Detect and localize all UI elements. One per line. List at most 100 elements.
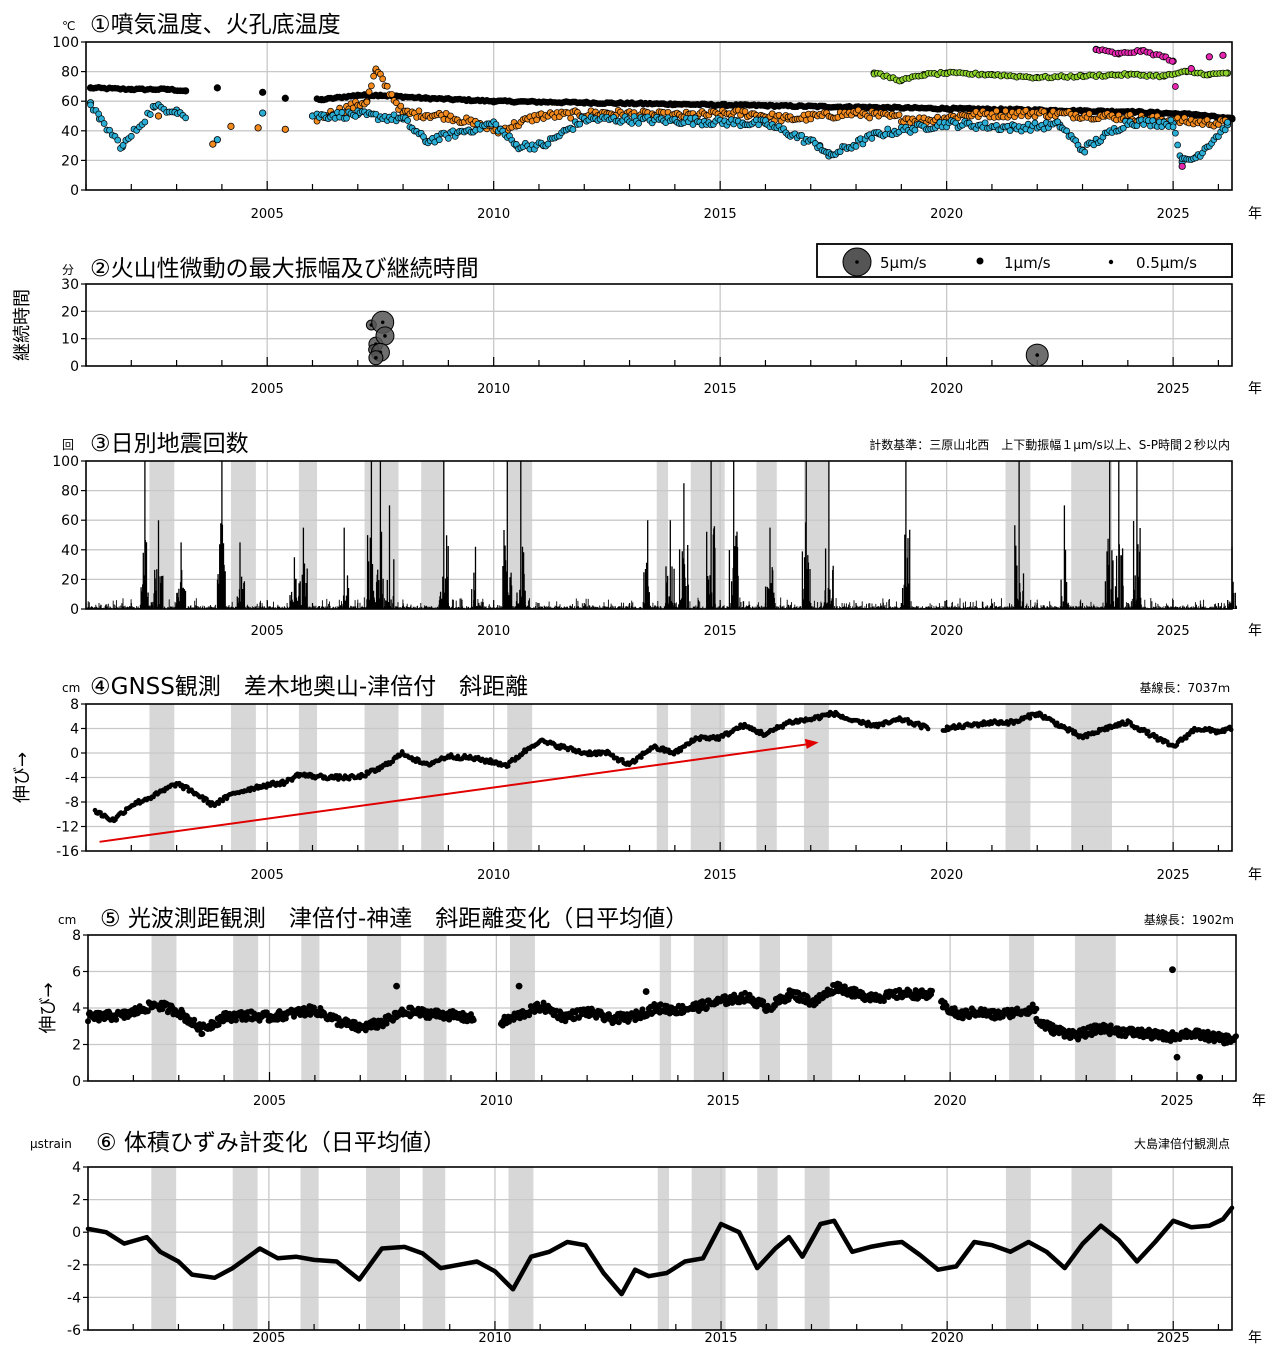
x-tick-label: 2025 xyxy=(1157,624,1190,639)
temperature-point xyxy=(282,126,288,132)
y-tick-label: 0 xyxy=(72,1074,81,1090)
y-tick-label: 0 xyxy=(70,602,79,618)
panel-note: 基線長：7037ｍ xyxy=(1139,680,1230,695)
edm-point xyxy=(85,1018,91,1024)
y-tick-label: -12 xyxy=(56,820,79,836)
temperature-point xyxy=(128,133,134,139)
y-tick-label: 0 xyxy=(72,1225,81,1241)
y-tick-label: 60 xyxy=(61,94,79,110)
temperature-point xyxy=(142,119,148,125)
temperature-point xyxy=(577,121,583,127)
y-tick-label: 100 xyxy=(52,35,79,51)
temperature-point xyxy=(869,135,875,141)
y-tick-label: 20 xyxy=(61,304,79,320)
temperature-point xyxy=(1220,52,1226,58)
x-tick-label: 2010 xyxy=(477,624,510,639)
x-unit-label: 年 xyxy=(1248,1330,1262,1346)
y-tick-label: 40 xyxy=(61,543,79,559)
temperature-point xyxy=(364,99,370,105)
temperature-point xyxy=(1007,128,1013,134)
x-tick-label: 2025 xyxy=(1157,868,1190,883)
temperature-point xyxy=(339,109,345,115)
x-unit-label: 年 xyxy=(1248,623,1262,639)
y-tick-label: 4 xyxy=(70,722,79,738)
x-tick-label: 2015 xyxy=(704,207,737,222)
event-band xyxy=(756,461,776,609)
gnss-point xyxy=(1028,716,1033,721)
gnss-point xyxy=(1146,729,1151,734)
x-tick-label: 2025 xyxy=(1157,207,1190,222)
y-tick-label: 100 xyxy=(52,454,79,470)
temperature-point xyxy=(282,95,288,101)
y-tick-label: 30 xyxy=(61,277,79,293)
y-tick-label: -6 xyxy=(67,1323,81,1339)
x-tick-label: 2010 xyxy=(477,868,510,883)
temperature-point xyxy=(183,88,189,94)
x-unit-label: 年 xyxy=(1248,867,1262,883)
x-tick-label: 2020 xyxy=(930,382,963,397)
temperature-point xyxy=(183,115,189,121)
temperature-point xyxy=(1175,142,1181,148)
y-unit-label: 分 xyxy=(62,263,74,277)
edm-outlier xyxy=(516,983,523,990)
x-tick-label: 2005 xyxy=(252,1331,285,1346)
x-tick-label: 2010 xyxy=(478,1331,511,1346)
temperature-point xyxy=(1086,111,1092,117)
panel-note: 計数基準：三原山北西 上下動振幅１μm/s以上、S-P時間２秒以内 xyxy=(869,437,1230,452)
edm-point xyxy=(471,1017,477,1023)
legend-label: 1μm/s xyxy=(1004,254,1051,272)
x-tick-label: 2020 xyxy=(930,207,963,222)
tremor-center xyxy=(383,334,387,338)
temperature-point xyxy=(867,115,873,121)
temperature-point xyxy=(436,137,442,143)
edm-point xyxy=(1233,1033,1239,1039)
event-band xyxy=(1006,461,1031,609)
y-tick-label: 4 xyxy=(72,1001,81,1017)
temperature-point xyxy=(384,83,390,89)
temperature-point xyxy=(259,110,265,116)
panel-title: ⑤ 光波測距観測 津倍付-神達 斜距離変化（日平均値） xyxy=(100,906,688,932)
x-tick-label: 2020 xyxy=(931,1331,964,1346)
temperature-point xyxy=(405,117,411,123)
temperature-point xyxy=(993,108,999,114)
temperature-point xyxy=(445,135,451,141)
temperature-point xyxy=(1168,117,1174,123)
y-tick-label: -4 xyxy=(67,1290,81,1306)
x-tick-label: 2025 xyxy=(1157,1331,1190,1346)
temperature-point xyxy=(570,126,576,132)
temperature-point xyxy=(214,136,220,142)
y-axis-label: 伸び→ xyxy=(38,982,59,1033)
x-tick-label: 2015 xyxy=(704,382,737,397)
y-tick-label: -8 xyxy=(65,795,79,811)
event-band xyxy=(423,1167,446,1330)
temperature-point xyxy=(1170,124,1176,130)
x-tick-label: 2005 xyxy=(251,382,284,397)
event-band xyxy=(421,461,444,609)
gnss-point xyxy=(1229,727,1234,732)
edm-outlier xyxy=(1196,1074,1203,1081)
panel-title: ②火山性微動の最大振幅及び継続時間 xyxy=(90,256,479,282)
y-tick-label: 80 xyxy=(61,65,79,81)
x-tick-label: 2005 xyxy=(251,207,284,222)
temperature-point xyxy=(1223,70,1229,76)
legend-label: 0.5μm/s xyxy=(1136,254,1197,272)
tremor-center xyxy=(1035,353,1039,357)
temperature-point xyxy=(115,137,121,143)
temperature-point xyxy=(259,89,265,95)
event-band xyxy=(301,1167,319,1330)
y-unit-label: ℃ xyxy=(62,19,75,33)
y-axis-label: 継続時間 xyxy=(12,289,33,361)
y-unit-label: μstrain xyxy=(30,1137,72,1151)
temperature-point xyxy=(398,103,404,109)
x-tick-label: 2015 xyxy=(707,1094,740,1109)
temperature-point xyxy=(368,83,374,89)
x-tick-label: 2010 xyxy=(480,1094,513,1109)
x-unit-label: 年 xyxy=(1248,206,1262,222)
edm-point xyxy=(113,1017,119,1023)
gnss-point xyxy=(926,727,931,732)
y-tick-label: -2 xyxy=(67,1258,81,1274)
event-band xyxy=(299,461,317,609)
legend-label: 5μm/s xyxy=(880,254,927,272)
y-tick-label: 2 xyxy=(72,1038,81,1054)
x-unit-label: 年 xyxy=(1248,381,1262,397)
